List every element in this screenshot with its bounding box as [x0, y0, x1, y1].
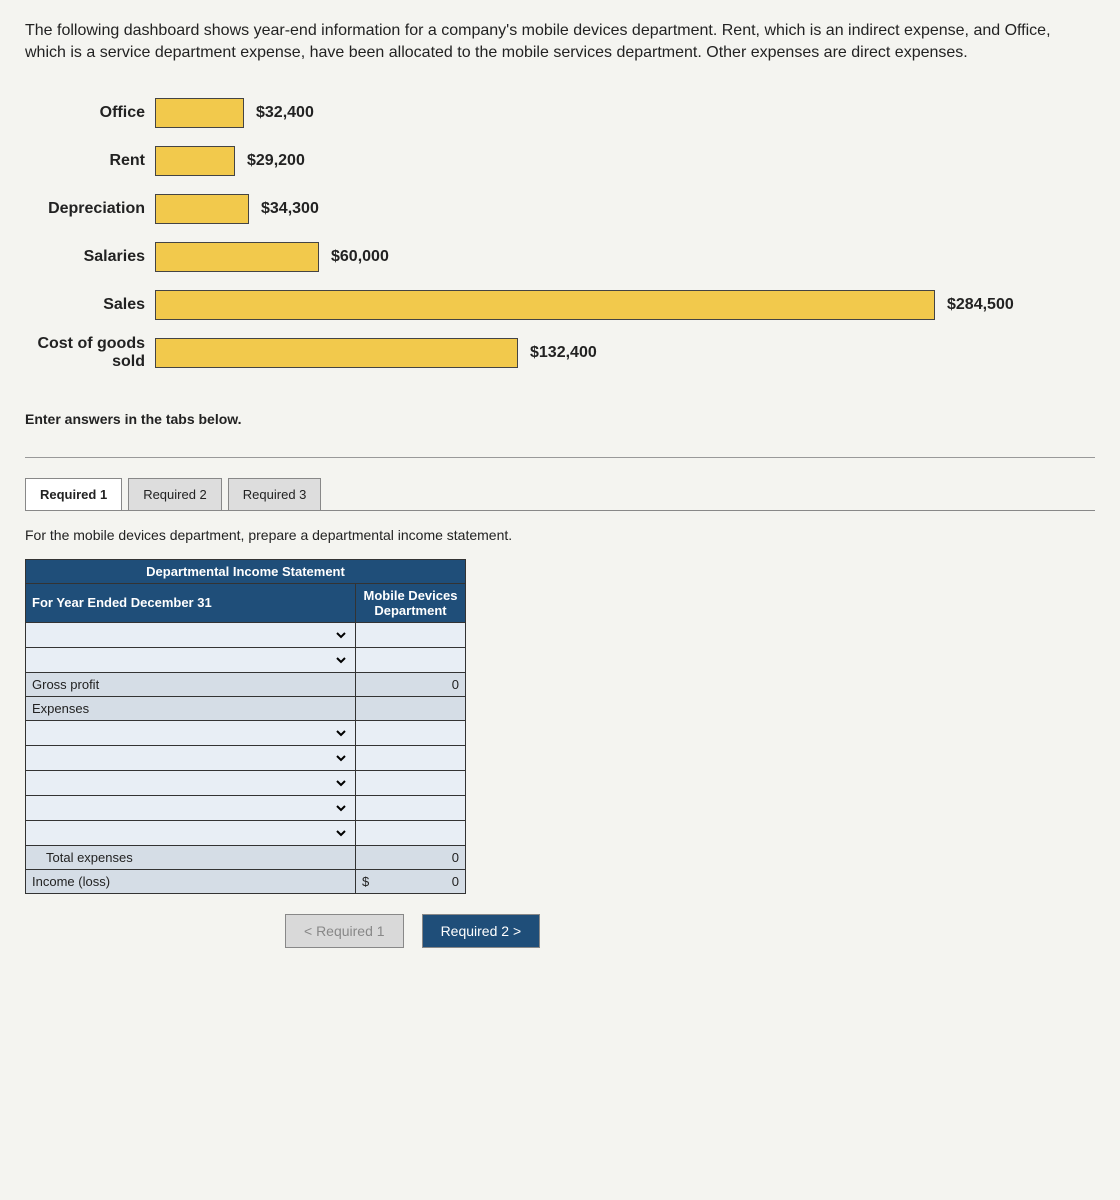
calc-value: $0: [356, 869, 466, 893]
tabs-instruction-text: Enter answers in the tabs below.: [25, 411, 1095, 427]
bar-value-sales: $284,500: [939, 290, 1014, 320]
section-label: Expenses: [26, 696, 356, 720]
table-period-header: For Year Ended December 31: [26, 583, 356, 622]
tab-r3[interactable]: Required 3: [228, 478, 322, 510]
line-item-select[interactable]: [32, 627, 349, 643]
next-button[interactable]: Required 2 >: [422, 914, 541, 948]
line-item-select[interactable]: [32, 775, 349, 791]
table-row: [26, 820, 466, 845]
bar-value-depreciation: $34,300: [253, 194, 319, 224]
bar-office: [155, 98, 244, 128]
panel-instruction: For the mobile devices department, prepa…: [25, 527, 1095, 543]
line-item-select[interactable]: [32, 750, 349, 766]
bar-salaries: [155, 242, 319, 272]
calc-label: Total expenses: [26, 845, 356, 869]
amount-input[interactable]: [362, 725, 459, 741]
amount-input[interactable]: [362, 825, 459, 841]
section-blank: [356, 696, 466, 720]
bar-row-sales: Sales $284,500: [25, 287, 1095, 323]
table-row: [26, 622, 466, 647]
line-item-select[interactable]: [32, 652, 349, 668]
table-row: [26, 770, 466, 795]
bar-track: $34,300: [155, 194, 1095, 224]
table-title: Departmental Income Statement: [26, 559, 466, 583]
amount-input[interactable]: [362, 800, 459, 816]
intro-text: The following dashboard shows year-end i…: [25, 20, 1095, 65]
line-item-select[interactable]: [32, 800, 349, 816]
table-row: Gross profit0: [26, 672, 466, 696]
amount-input[interactable]: [362, 750, 459, 766]
calc-value: 0: [356, 845, 466, 869]
tabs-container: Required 1Required 2Required 3: [25, 478, 1095, 510]
bar-label-cogs: Cost of goods sold: [25, 335, 155, 370]
table-column-header: Mobile Devices Department: [356, 583, 466, 622]
bar-row-depreciation: Depreciation $34,300: [25, 191, 1095, 227]
bar-value-office: $32,400: [248, 98, 314, 128]
line-item-select[interactable]: [32, 725, 349, 741]
amount-input[interactable]: [362, 652, 459, 668]
prev-button[interactable]: < Required 1: [285, 914, 404, 948]
income-statement-table: Departmental Income StatementFor Year En…: [25, 559, 466, 894]
bar-rent: [155, 146, 235, 176]
bar-cogs: [155, 338, 518, 368]
table-row: Total expenses0: [26, 845, 466, 869]
bar-depreciation: [155, 194, 249, 224]
bar-label-rent: Rent: [25, 152, 155, 170]
table-row: Income (loss)$0: [26, 869, 466, 893]
table-row: [26, 647, 466, 672]
amount-input[interactable]: [362, 627, 459, 643]
tab-r2[interactable]: Required 2: [128, 478, 222, 510]
bar-value-rent: $29,200: [239, 146, 305, 176]
bar-label-office: Office: [25, 104, 155, 122]
table-row: [26, 720, 466, 745]
bar-label-depreciation: Depreciation: [25, 200, 155, 218]
bar-track: $284,500: [155, 290, 1095, 320]
bar-track: $29,200: [155, 146, 1095, 176]
tab-panel-required-1: For the mobile devices department, prepa…: [25, 510, 1095, 948]
calc-value: 0: [356, 672, 466, 696]
bar-row-rent: Rent $29,200: [25, 143, 1095, 179]
bar-row-office: Office $32,400: [25, 95, 1095, 131]
table-row: [26, 795, 466, 820]
tab-r1[interactable]: Required 1: [25, 478, 122, 510]
bar-chart: Office $32,400 Rent $29,200 Depreciation $34,…: [25, 95, 1095, 371]
table-row: Expenses: [26, 696, 466, 720]
table-row: [26, 745, 466, 770]
calc-label: Income (loss): [26, 869, 356, 893]
bar-value-salaries: $60,000: [323, 242, 389, 272]
bar-row-cogs: Cost of goods sold $132,400: [25, 335, 1095, 371]
nav-buttons: < Required 1 Required 2 >: [285, 914, 1095, 948]
bar-value-cogs: $132,400: [522, 338, 597, 368]
bar-track: $132,400: [155, 338, 1095, 368]
line-item-select[interactable]: [32, 825, 349, 841]
bar-track: $32,400: [155, 98, 1095, 128]
divider: [25, 457, 1095, 458]
bar-label-salaries: Salaries: [25, 248, 155, 266]
bar-label-sales: Sales: [25, 296, 155, 314]
calc-label: Gross profit: [26, 672, 356, 696]
bar-row-salaries: Salaries $60,000: [25, 239, 1095, 275]
bar-sales: [155, 290, 935, 320]
bar-track: $60,000: [155, 242, 1095, 272]
amount-input[interactable]: [362, 775, 459, 791]
